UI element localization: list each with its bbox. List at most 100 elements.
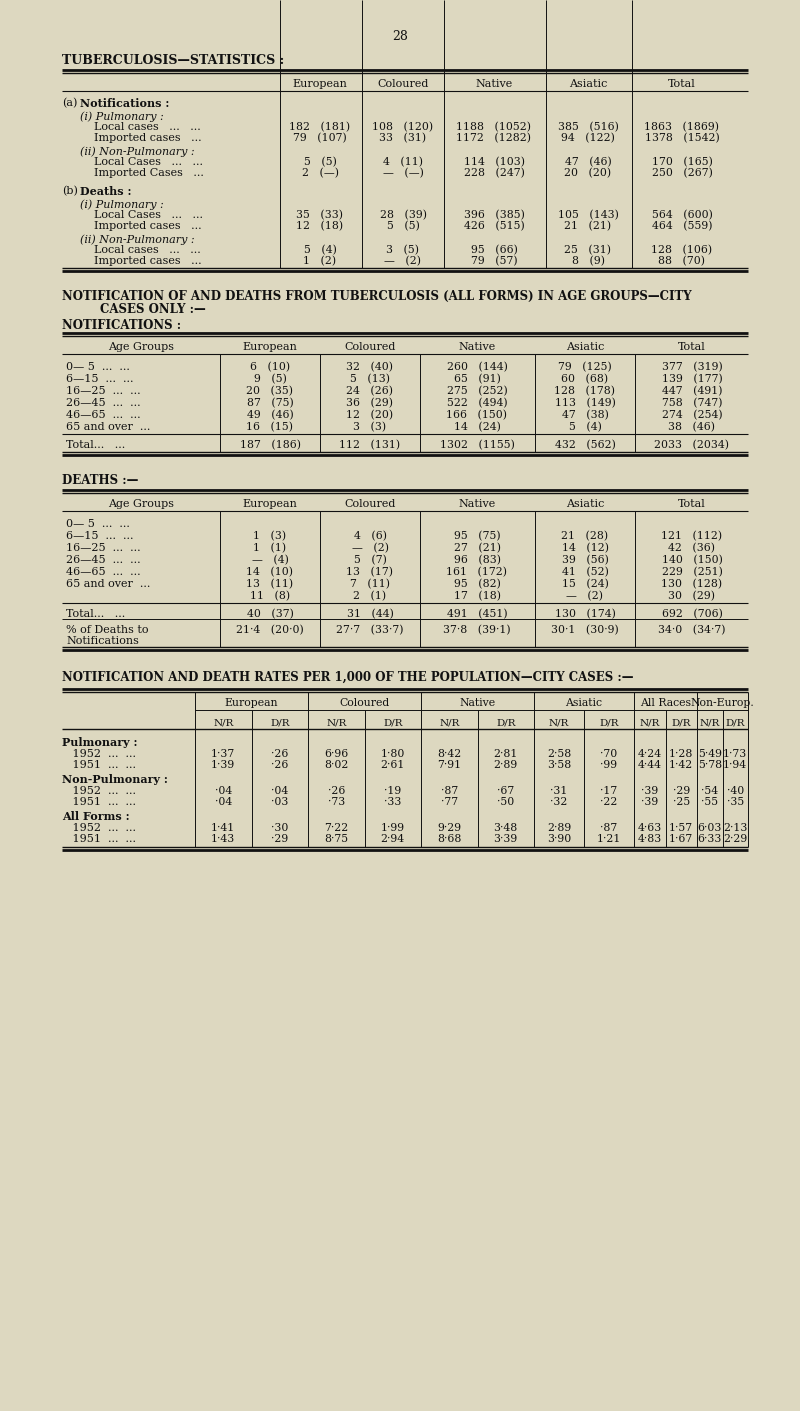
Text: 3   (3): 3 (3) [354,422,386,432]
Text: 1·39: 1·39 [211,761,235,770]
Text: ·03: ·03 [271,797,289,807]
Text: 16   (15): 16 (15) [246,422,294,432]
Text: 60   (68): 60 (68) [562,374,609,384]
Text: Total: Total [678,341,706,351]
Text: —   (2): — (2) [566,591,603,601]
Text: ·55: ·55 [701,797,718,807]
Text: Native: Native [458,341,496,351]
Text: Non-Europ.: Non-Europ. [690,698,754,708]
Text: ·26: ·26 [327,786,345,796]
Text: 564   (600): 564 (600) [651,210,713,220]
Text: 30   (29): 30 (29) [669,591,715,601]
Text: 27   (21): 27 (21) [454,543,501,553]
Text: (ii) Non-Pulmonary :: (ii) Non-Pulmonary : [80,145,194,157]
Text: 4·63: 4·63 [638,823,662,832]
Text: 21   (21): 21 (21) [565,222,611,231]
Text: 20   (20): 20 (20) [565,168,611,178]
Text: 1·42: 1·42 [669,761,694,770]
Text: 1   (3): 1 (3) [254,531,286,542]
Text: 94   (122): 94 (122) [561,133,615,144]
Text: 16—25  ...  ...: 16—25 ... ... [66,543,141,553]
Text: D/R: D/R [671,718,691,727]
Text: 95   (75): 95 (75) [454,531,500,542]
Text: % of Deaths to: % of Deaths to [66,625,149,635]
Text: Coloured: Coloured [344,341,396,351]
Text: N/R: N/R [699,718,720,727]
Text: Local Cases   ...   ...: Local Cases ... ... [94,210,203,220]
Text: 11   (8): 11 (8) [250,591,290,601]
Text: 7·91: 7·91 [437,761,462,770]
Text: 3·48: 3·48 [494,823,518,832]
Text: 96   (83): 96 (83) [454,555,501,566]
Text: ·54: ·54 [701,786,718,796]
Text: NOTIFICATION OF AND DEATHS FROM TUBERCULOSIS (ALL FORMS) IN AGE GROUPS—CITY: NOTIFICATION OF AND DEATHS FROM TUBERCUL… [62,291,692,303]
Text: 65   (91): 65 (91) [454,374,501,384]
Text: 1·80: 1·80 [381,749,405,759]
Text: 12   (18): 12 (18) [297,222,343,231]
Text: 2·81: 2·81 [494,749,518,759]
Text: ·50: ·50 [497,797,514,807]
Text: 21·4   (20·0): 21·4 (20·0) [236,625,304,635]
Text: European: European [242,499,298,509]
Text: 65 and over  ...: 65 and over ... [66,579,150,588]
Text: 95   (82): 95 (82) [454,579,501,590]
Text: European: European [225,698,278,708]
Text: 47   (38): 47 (38) [562,411,609,420]
Text: 1952  ...  ...: 1952 ... ... [62,823,136,832]
Text: 128   (106): 128 (106) [651,246,713,255]
Text: Local cases   ...   ...: Local cases ... ... [94,246,201,255]
Text: Age Groups: Age Groups [108,341,174,351]
Text: 130   (128): 130 (128) [662,579,722,590]
Text: 1951  ...  ...: 1951 ... ... [62,797,136,807]
Text: 7   (11): 7 (11) [350,579,390,590]
Text: 1·21: 1·21 [597,834,621,844]
Text: N/R: N/R [639,718,660,727]
Text: 161   (172): 161 (172) [446,567,507,577]
Text: ·33: ·33 [384,797,402,807]
Text: DEATHS :—: DEATHS :— [62,474,138,487]
Text: 4·44: 4·44 [638,761,662,770]
Text: 2   (—): 2 (—) [302,168,338,178]
Text: ·25: ·25 [673,797,690,807]
Text: 166   (150): 166 (150) [446,411,507,420]
Text: 1·67: 1·67 [669,834,694,844]
Text: ·31: ·31 [550,786,568,796]
Text: 4   (6): 4 (6) [354,531,386,542]
Text: 5   (5): 5 (5) [303,157,337,168]
Text: 447   (491): 447 (491) [662,387,722,396]
Text: 49   (46): 49 (46) [246,411,294,420]
Text: ·17: ·17 [600,786,618,796]
Text: 8·42: 8·42 [437,749,462,759]
Text: 6·96: 6·96 [324,749,348,759]
Text: 2·89: 2·89 [547,823,571,832]
Text: 522   (494): 522 (494) [446,398,507,408]
Text: All Forms :: All Forms : [62,811,130,823]
Text: 105   (143): 105 (143) [558,210,618,220]
Text: 8·68: 8·68 [437,834,462,844]
Text: 16—25  ...  ...: 16—25 ... ... [66,387,141,396]
Text: 8·02: 8·02 [324,761,349,770]
Text: N/R: N/R [326,718,346,727]
Text: D/R: D/R [270,718,290,727]
Text: 1952  ...  ...: 1952 ... ... [62,749,136,759]
Text: Notifications :: Notifications : [80,97,170,109]
Text: 2·89: 2·89 [494,761,518,770]
Text: ·26: ·26 [271,749,289,759]
Text: 25   (31): 25 (31) [565,246,611,255]
Text: 274   (254): 274 (254) [662,411,722,420]
Text: 0— 5  ...  ...: 0— 5 ... ... [66,519,130,529]
Text: 65 and over  ...: 65 and over ... [66,422,150,432]
Text: ·19: ·19 [384,786,402,796]
Text: 40   (37): 40 (37) [246,610,294,619]
Text: ·87: ·87 [441,786,458,796]
Text: (i) Pulmonary :: (i) Pulmonary : [80,111,164,121]
Text: 1951  ...  ...: 1951 ... ... [62,834,136,844]
Text: 30·1   (30·9): 30·1 (30·9) [551,625,619,635]
Text: 32   (40): 32 (40) [346,363,394,373]
Text: 385   (516): 385 (516) [558,121,618,133]
Text: 87   (75): 87 (75) [246,398,294,408]
Text: 108   (120): 108 (120) [373,121,434,133]
Text: 1952  ...  ...: 1952 ... ... [62,786,136,796]
Text: Non-Pulmonary :: Non-Pulmonary : [62,775,168,785]
Text: ·87: ·87 [600,823,618,832]
